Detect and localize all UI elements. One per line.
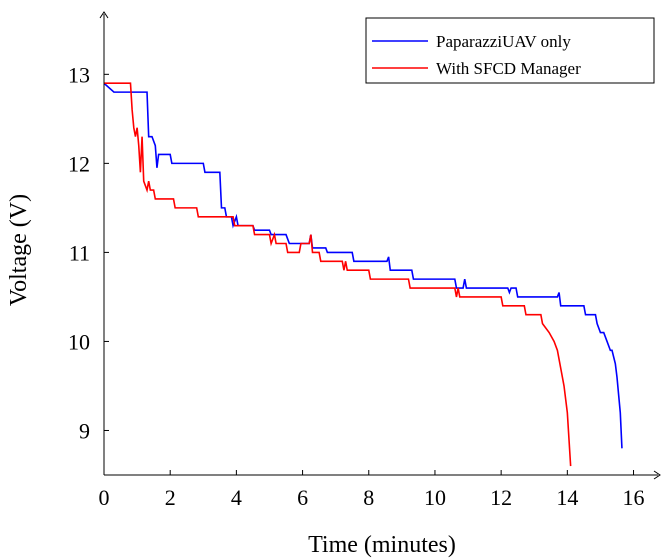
y-axis-label: Voltage (V): [6, 194, 32, 306]
axes: [99, 11, 661, 480]
y-tick-label: 13: [68, 62, 90, 87]
x-tick-label: 14: [556, 485, 578, 510]
legend-label-with-sfcd-manager: With SFCD Manager: [436, 59, 581, 78]
x-tick-label: 8: [363, 485, 374, 510]
legend-box: [365, 17, 655, 84]
series-line-paparazziuav-only: [103, 82, 623, 449]
x-tick-label: 0: [99, 485, 110, 510]
x-tick-label: 6: [297, 485, 308, 510]
legend: PaparazziUAV only With SFCD Manager: [365, 17, 655, 84]
x-tick-label: 16: [623, 485, 645, 510]
x-tick-label: 4: [231, 485, 242, 510]
y-tick-label: 10: [68, 329, 90, 354]
x-tick-label: 12: [490, 485, 512, 510]
y-tick-label: 12: [68, 151, 90, 176]
legend-label-paparazziuav-only: PaparazziUAV only: [436, 32, 571, 51]
series-line-with-sfcd-manager: [104, 82, 572, 467]
ticks: 0 2 4 6 8 10 12 14 16 9 10 11 12 13: [68, 62, 645, 510]
x-tick-label: 10: [424, 485, 446, 510]
y-tick-label: 9: [79, 418, 90, 443]
x-axis-arrow: [653, 470, 661, 480]
x-tick-label: 2: [165, 485, 176, 510]
series-lines: [103, 82, 623, 467]
y-tick-label: 11: [69, 240, 90, 265]
y-axis-arrow: [99, 11, 109, 19]
x-axis-label: Time (minutes): [308, 532, 456, 558]
